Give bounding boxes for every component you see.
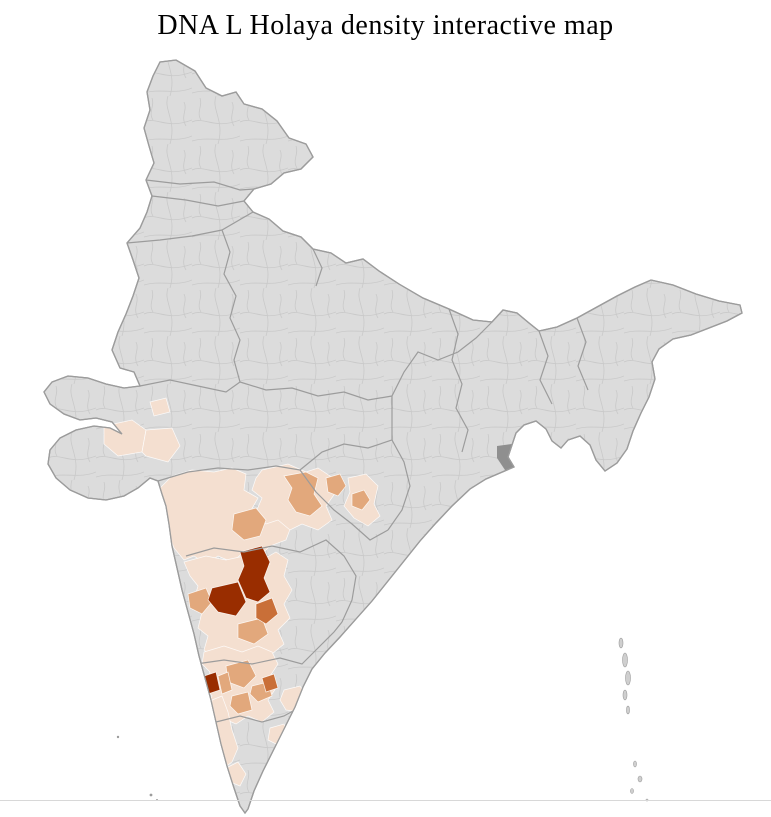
island <box>622 652 628 668</box>
district[interactable] <box>217 671 233 695</box>
district[interactable] <box>229 691 253 715</box>
island <box>630 788 634 794</box>
district[interactable] <box>283 471 323 517</box>
district[interactable] <box>231 507 267 541</box>
island <box>618 637 624 649</box>
state-borders <box>126 179 589 723</box>
district[interactable] <box>141 427 181 463</box>
island <box>622 689 628 701</box>
district[interactable] <box>237 545 271 603</box>
lakshadweep-islands <box>116 735 158 801</box>
island <box>149 793 153 797</box>
district[interactable] <box>207 581 247 617</box>
island <box>626 705 630 715</box>
island <box>633 760 637 768</box>
district[interactable] <box>255 597 279 625</box>
district[interactable] <box>261 673 279 693</box>
island <box>637 775 643 783</box>
district[interactable] <box>187 587 213 615</box>
district[interactable] <box>149 397 171 417</box>
district[interactable] <box>351 489 371 511</box>
island <box>625 670 631 686</box>
district[interactable] <box>325 473 347 497</box>
andaman-nicobar-islands <box>618 637 649 802</box>
bottom-divider <box>0 800 771 801</box>
district[interactable] <box>199 671 221 695</box>
page-title: DNA L Holaya density interactive map <box>157 10 614 41</box>
island <box>116 735 120 739</box>
district-group-density-3[interactable] <box>255 597 279 693</box>
